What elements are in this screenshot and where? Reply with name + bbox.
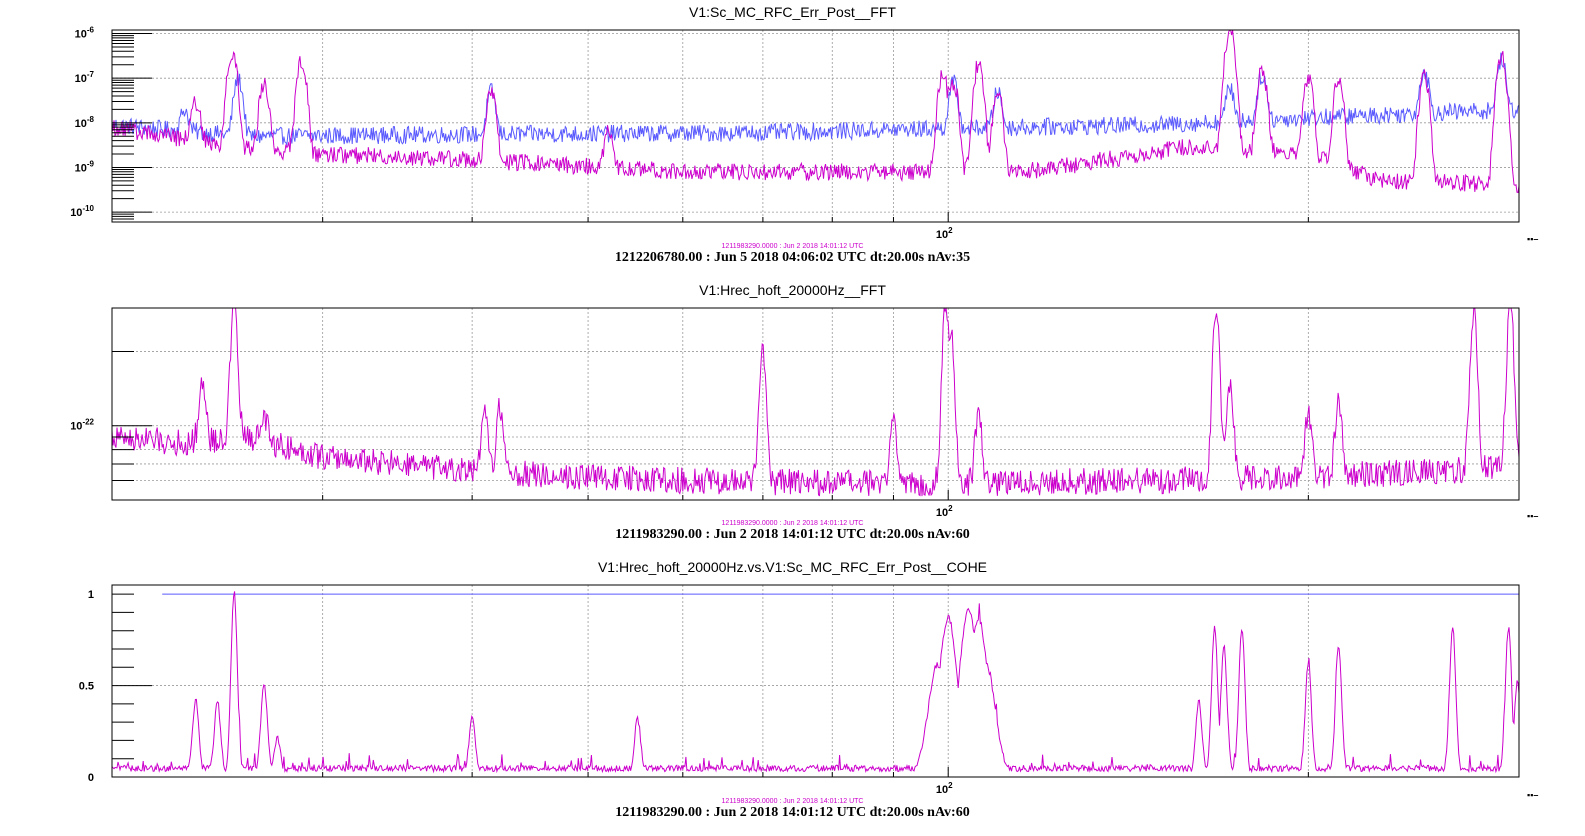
chart-2-plot: 10-22 102 [70,307,1520,519]
reference-label: 1211983290.0000 : Jun 2 2018 14:01:12 UT… [721,798,864,805]
panel-2: V1:Hrec_hoft_20000Hz__FFT 10-22 102 12119… [0,278,1585,548]
y-tick-label: 0.5 [79,681,94,693]
axis-corner-mark: ▪▪– [1527,511,1539,521]
reference-label: 1211983290.0000 : Jun 2 2018 14:01:12 UT… [721,243,864,250]
y-tick-label: 10-10 [70,204,94,219]
y-tick-label: 10-7 [75,70,95,85]
series-line [111,29,1520,193]
footer-label: 1212206780.00 : Jun 5 2018 04:06:02 UTC … [614,250,971,265]
footer-label: 1211983290.00 : Jun 2 2018 14:01:12 UTC … [615,805,970,820]
plot-frame [111,584,1520,778]
series-line [111,591,1520,774]
y-axis [111,33,1520,222]
grid [112,585,1519,777]
grid [112,308,1519,500]
plot-frame [111,307,1520,501]
x-tick-label: 102 [936,781,953,796]
axis-corner-mark: ▪▪– [1527,234,1539,244]
reference-label: 1211983290.0000 : Jun 2 2018 14:01:12 UT… [721,520,864,527]
series-line [111,52,1520,147]
chart-title: V1:Hrec_hoft_20000Hz__FFT [699,282,886,298]
y-tick-label: 10-6 [75,26,95,41]
y-tick-label: 10-8 [75,115,95,130]
y-tick-label: 10-9 [75,159,95,174]
y-tick-label: 1 [88,589,94,601]
plot-frame [111,29,1520,223]
y-tick-label: 0 [88,772,94,784]
x-tick-label: 102 [936,226,953,241]
chart-title: V1:Hrec_hoft_20000Hz.vs.V1:Sc_MC_RFC_Err… [597,559,988,575]
chart-3-plot: 1 0.5 0 102 [79,584,1520,796]
panel-3: V1:Hrec_hoft_20000Hz.vs.V1:Sc_MC_RFC_Err… [0,555,1585,836]
y-axis [111,350,1520,500]
axis-corner-mark: ▪▪– [1527,790,1539,800]
series-line [111,307,1520,497]
grid [112,30,1519,222]
x-tick-label: 102 [936,504,953,519]
panel-1: V1:Sc_MC_RFC_Err_Post__FFT 10-6 10-7 10-8 1… [0,0,1585,270]
y-tick-label: 10-22 [70,418,94,433]
chart-title: V1:Sc_MC_RFC_Err_Post__FFT [689,4,896,20]
chart-1-plot: 10-6 10-7 10-8 10-9 10-10 102 [70,26,1520,241]
y-axis [111,593,1520,778]
footer-label: 1211983290.00 : Jun 2 2018 14:01:12 UTC … [615,527,970,542]
